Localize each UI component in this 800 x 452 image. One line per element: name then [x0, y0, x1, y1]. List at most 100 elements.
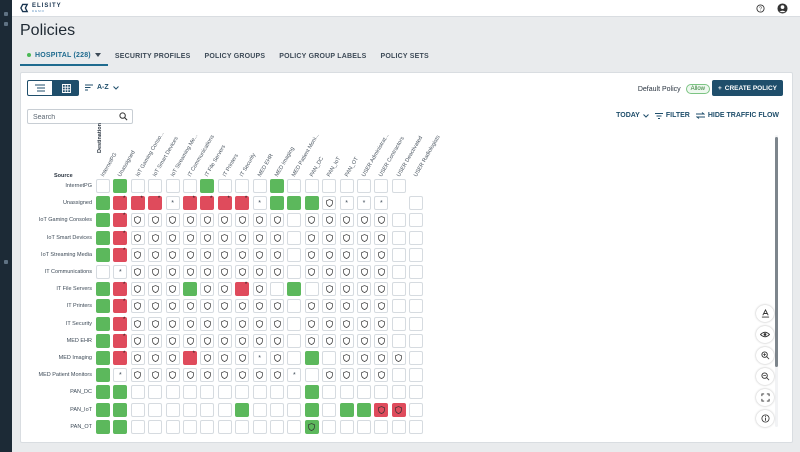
- policy-cell[interactable]: [235, 385, 250, 400]
- policy-cell[interactable]: [391, 419, 406, 434]
- policy-cell[interactable]: *: [113, 351, 128, 365]
- policy-cell[interactable]: [391, 265, 406, 279]
- policy-cell[interactable]: [409, 247, 424, 262]
- policy-cell[interactable]: [357, 247, 371, 262]
- policy-cell[interactable]: [130, 213, 145, 228]
- policy-cell[interactable]: [339, 282, 354, 297]
- row-header[interactable]: IT Printers: [66, 303, 92, 310]
- policy-cell[interactable]: [339, 316, 354, 331]
- policy-cell[interactable]: [304, 368, 319, 383]
- policy-cell[interactable]: [391, 247, 406, 262]
- policy-cell[interactable]: [96, 179, 110, 193]
- policy-cell[interactable]: [252, 230, 267, 245]
- policy-cell[interactable]: [270, 196, 284, 211]
- policy-cell[interactable]: [322, 282, 337, 297]
- policy-cell[interactable]: [130, 282, 145, 297]
- policy-cell[interactable]: [304, 265, 319, 279]
- policy-cell[interactable]: [304, 402, 319, 417]
- policy-cell[interactable]: [96, 368, 110, 383]
- policy-cell[interactable]: [200, 230, 215, 245]
- policy-cell[interactable]: *: [113, 316, 128, 331]
- policy-cell[interactable]: [165, 230, 180, 245]
- policy-cell[interactable]: [96, 299, 110, 314]
- policy-cell[interactable]: [183, 385, 197, 400]
- policy-cell[interactable]: *: [113, 213, 128, 228]
- policy-cell[interactable]: [148, 402, 163, 417]
- hide-traffic-flow-button[interactable]: HIDE TRAFFIC FLOW: [695, 112, 779, 119]
- policy-cell[interactable]: [200, 333, 215, 348]
- policy-cell[interactable]: [374, 282, 389, 297]
- vertical-scrollbar[interactable]: [775, 135, 778, 427]
- search-input[interactable]: [33, 112, 113, 122]
- policy-cell[interactable]: [183, 213, 197, 228]
- tab-security-profiles[interactable]: SECURITY PROFILES: [114, 52, 191, 60]
- row-header[interactable]: InternetPG: [65, 183, 92, 189]
- policy-cell[interactable]: [287, 230, 302, 245]
- policy-cell[interactable]: [183, 316, 197, 331]
- policy-cell[interactable]: [322, 316, 337, 331]
- policy-cell[interactable]: *: [113, 368, 128, 383]
- policy-cell[interactable]: [339, 402, 354, 417]
- policy-cell[interactable]: *: [357, 196, 371, 211]
- policy-cell[interactable]: [287, 299, 302, 314]
- policy-cell[interactable]: *: [252, 196, 267, 211]
- policy-cell[interactable]: [339, 333, 354, 348]
- policy-cell[interactable]: [183, 402, 197, 417]
- policy-cell[interactable]: [165, 333, 180, 348]
- policy-cell[interactable]: [339, 351, 354, 365]
- policy-cell[interactable]: [235, 247, 250, 262]
- policy-cell[interactable]: [322, 196, 337, 211]
- row-header[interactable]: PAN_OT: [70, 423, 92, 430]
- policy-cell[interactable]: [339, 179, 354, 193]
- policy-cell[interactable]: [200, 316, 215, 331]
- policy-cell[interactable]: [374, 316, 389, 331]
- row-header[interactable]: Unassigned: [62, 200, 92, 207]
- policy-cell[interactable]: [287, 316, 302, 331]
- policy-cell[interactable]: [217, 179, 232, 193]
- policy-cell[interactable]: [374, 402, 389, 417]
- column-header[interactable]: IT Printers: [221, 153, 240, 178]
- policy-cell[interactable]: [322, 402, 337, 417]
- policy-cell[interactable]: [217, 419, 232, 434]
- policy-cell[interactable]: [304, 419, 319, 434]
- text-size-button[interactable]: [756, 305, 774, 322]
- policy-cell[interactable]: [217, 213, 232, 228]
- policy-cell[interactable]: [409, 282, 424, 297]
- policy-cell[interactable]: [409, 265, 424, 279]
- policy-cell[interactable]: [183, 230, 197, 245]
- policy-cell[interactable]: [270, 351, 284, 365]
- tab-policy-sets[interactable]: POLICY SETS: [380, 52, 429, 60]
- policy-cell[interactable]: [217, 299, 232, 314]
- policy-cell[interactable]: [270, 265, 284, 279]
- row-header[interactable]: IT Communications: [44, 269, 92, 275]
- policy-cell[interactable]: [148, 419, 163, 434]
- row-header[interactable]: PAN_DC: [70, 389, 92, 396]
- policy-cell[interactable]: *: [217, 196, 232, 211]
- policy-cell[interactable]: [148, 368, 163, 383]
- policy-cell[interactable]: [200, 265, 215, 279]
- policy-cell[interactable]: [357, 213, 371, 228]
- policy-cell[interactable]: [148, 333, 163, 348]
- policy-cell[interactable]: *: [148, 196, 163, 211]
- policy-cell[interactable]: *: [235, 282, 250, 297]
- policy-cell[interactable]: [130, 385, 145, 400]
- policy-cell[interactable]: *: [113, 247, 128, 262]
- tab-policy-groups[interactable]: POLICY GROUPS: [204, 52, 266, 60]
- policy-cell[interactable]: [217, 316, 232, 331]
- policy-cell[interactable]: [339, 299, 354, 314]
- policy-cell[interactable]: *: [113, 333, 128, 348]
- policy-cell[interactable]: [287, 196, 302, 211]
- policy-cell[interactable]: [165, 385, 180, 400]
- policy-cell[interactable]: [374, 265, 389, 279]
- policy-cell[interactable]: [235, 368, 250, 383]
- policy-cell[interactable]: [252, 402, 267, 417]
- policy-cell[interactable]: [287, 247, 302, 262]
- fit-screen-button[interactable]: [756, 389, 774, 406]
- policy-cell[interactable]: [270, 385, 284, 400]
- policy-cell[interactable]: [252, 282, 267, 297]
- policy-cell[interactable]: [200, 179, 215, 193]
- policy-cell[interactable]: [409, 230, 424, 245]
- policy-cell[interactable]: [304, 196, 319, 211]
- filter-button[interactable]: FILTER: [654, 112, 690, 119]
- policy-cell[interactable]: [357, 230, 371, 245]
